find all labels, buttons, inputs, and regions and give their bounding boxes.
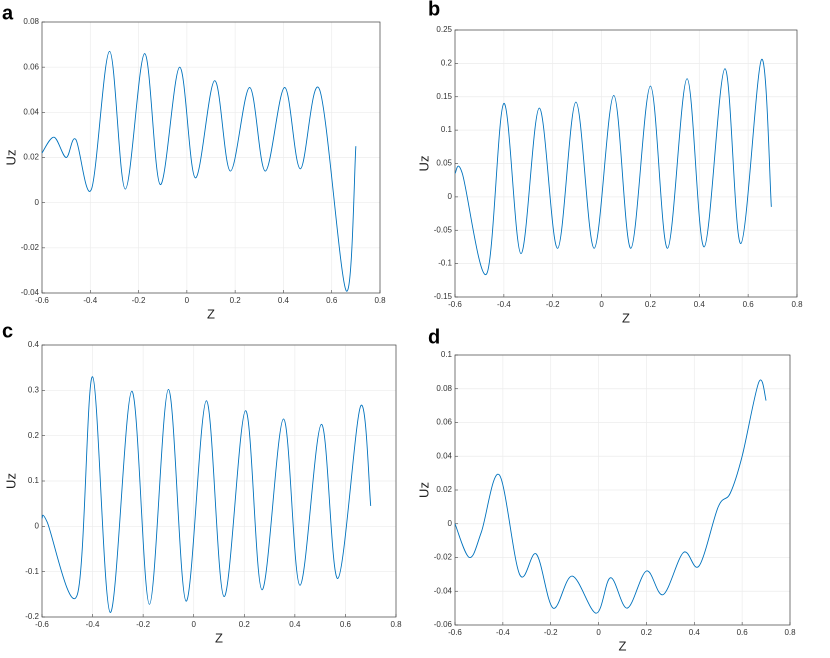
x-tick-label: -0.6 [35, 296, 49, 305]
y-tick-label: 0.1 [441, 125, 453, 134]
y-tick-label: 0.06 [23, 62, 39, 71]
y-axis-label: Uz [416, 156, 431, 172]
x-axis-label: Z [622, 310, 630, 325]
y-tick-label: 0.05 [436, 159, 452, 168]
y-tick-label: -0.1 [25, 567, 39, 576]
y-tick-label: -0.05 [434, 225, 453, 234]
y-tick-label: 0.1 [28, 476, 40, 485]
axes-box [454, 29, 798, 298]
panel-label: b [428, 0, 440, 20]
y-tick-label: 0.04 [436, 451, 452, 460]
y-tick-label: 0.02 [436, 485, 452, 494]
x-tick-label: -0.2 [546, 300, 560, 309]
x-axis-label: Z [207, 306, 215, 321]
data-line [41, 376, 372, 613]
y-tick-label: 0.4 [28, 340, 40, 349]
x-tick-label: -0.2 [132, 296, 146, 305]
x-tick-label: -0.2 [136, 620, 150, 629]
data-line [454, 379, 767, 614]
x-axis-label: Z [619, 638, 627, 653]
x-tick-label: 0.8 [784, 628, 796, 637]
data-line [454, 58, 772, 275]
y-tick-label: 0 [448, 519, 453, 528]
x-tick-label: 0 [596, 628, 601, 637]
y-tick-label: 0.08 [436, 384, 452, 393]
y-tick-label: -0.1 [438, 259, 452, 268]
x-tick-label: 0.8 [374, 296, 386, 305]
y-tick-label: 0.3 [28, 385, 40, 394]
x-tick-label: 0.2 [239, 620, 251, 629]
y-tick-label: 0.15 [436, 92, 452, 101]
x-tick-label: 0.2 [230, 296, 242, 305]
x-tick-label: 0 [599, 300, 604, 309]
x-tick-label: 0.4 [689, 628, 701, 637]
y-tick-label: -0.2 [25, 612, 39, 621]
x-tick-label: 0.4 [278, 296, 290, 305]
x-axis-label: Z [215, 630, 223, 645]
x-tick-label: -0.4 [83, 296, 97, 305]
x-tick-label: 0 [185, 296, 190, 305]
y-tick-label: 0.04 [23, 107, 39, 116]
x-tick-label: -0.4 [496, 628, 510, 637]
panel-label: c [2, 320, 13, 342]
data-line [41, 50, 357, 292]
x-tick-label: 0.2 [645, 300, 657, 309]
y-axis-label: Uz [3, 473, 18, 489]
axes-box [454, 354, 791, 626]
x-tick-label: 0.2 [641, 628, 653, 637]
panel-label: a [2, 2, 14, 24]
x-tick-label: -0.4 [497, 300, 511, 309]
x-tick-label: 0.6 [737, 628, 749, 637]
x-tick-label: 0.6 [340, 620, 352, 629]
x-tick-label: 0 [191, 620, 196, 629]
x-tick-label: 0.8 [390, 620, 402, 629]
y-tick-label: 0.06 [436, 418, 452, 427]
x-tick-label: 0.6 [743, 300, 755, 309]
x-tick-label: 0.8 [791, 300, 803, 309]
y-tick-label: 0.1 [441, 350, 453, 359]
x-tick-label: 0.4 [289, 620, 301, 629]
y-tick-label: 0 [448, 192, 453, 201]
y-tick-label: 0.2 [441, 58, 453, 67]
y-axis-label: Uz [3, 150, 18, 166]
panel-label: d [428, 326, 440, 348]
x-tick-label: -0.6 [35, 620, 49, 629]
x-tick-label: 0.4 [694, 300, 706, 309]
x-tick-label: -0.6 [448, 300, 462, 309]
y-tick-label: -0.15 [434, 292, 453, 301]
axes-box [41, 21, 381, 294]
y-tick-label: 0 [35, 521, 40, 530]
x-tick-label: -0.2 [544, 628, 558, 637]
y-tick-label: 0.08 [23, 17, 39, 26]
x-tick-label: -0.6 [448, 628, 462, 637]
y-tick-label: 0.25 [436, 25, 452, 34]
axes-box [41, 344, 397, 618]
x-tick-label: 0.6 [326, 296, 338, 305]
y-axis-label: Uz [416, 482, 431, 498]
y-tick-label: -0.04 [434, 586, 453, 595]
y-tick-label: -0.02 [21, 243, 40, 252]
y-tick-label: -0.04 [21, 288, 40, 297]
y-tick-label: 0 [35, 198, 40, 207]
y-tick-label: 0.2 [28, 431, 40, 440]
y-tick-label: 0.02 [23, 153, 39, 162]
y-tick-label: -0.02 [434, 553, 453, 562]
x-tick-label: -0.4 [86, 620, 100, 629]
y-tick-label: -0.06 [434, 620, 453, 629]
